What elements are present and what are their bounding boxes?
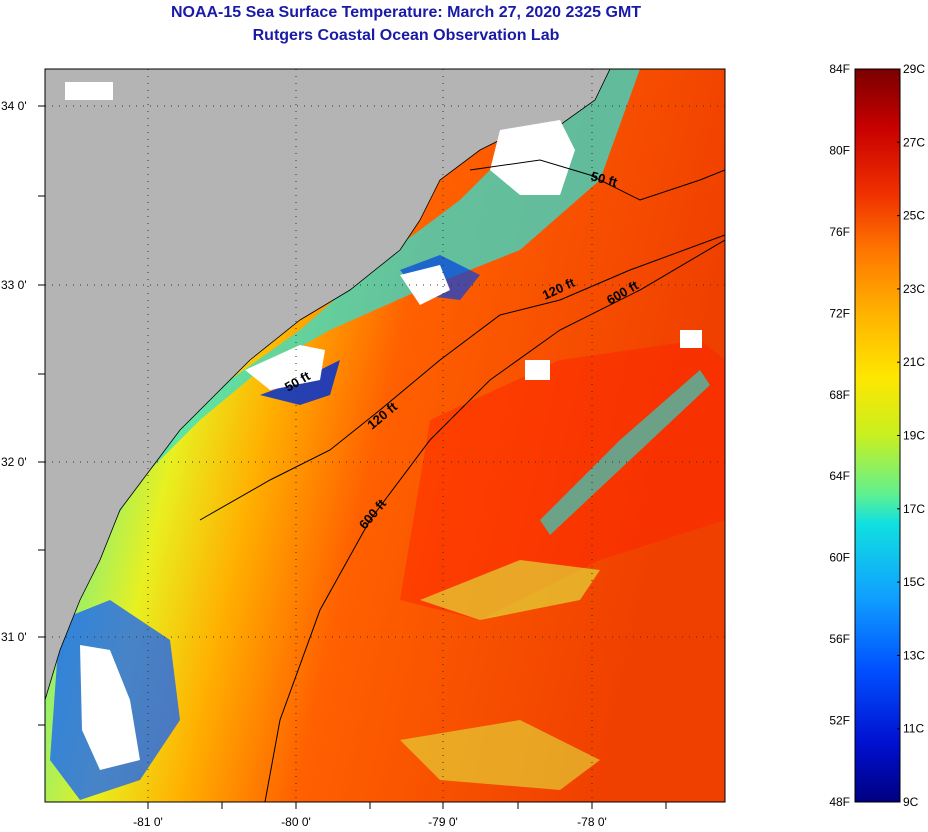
colorbar-f-label: 84F	[829, 62, 850, 76]
lat-label: 32 0'	[1, 455, 27, 469]
cool-filament	[540, 370, 710, 535]
map-frame	[44, 68, 726, 803]
colorbar-c-label: 29C	[903, 62, 925, 76]
cloud-mask	[400, 265, 450, 305]
colorbar-f-label: 72F	[829, 306, 850, 320]
lon-label: -80 0'	[281, 815, 311, 829]
colorbar-c-label: 21C	[903, 355, 925, 369]
cloud-mask	[80, 645, 140, 770]
colorbar-fahrenheit-labels: 84F 80F 76F 72F 68F 64F 60F 56F 52F 48F	[829, 62, 850, 809]
colorbar-c-label: 25C	[903, 209, 925, 223]
colorbar-c-label: 27C	[903, 135, 925, 149]
cool-filament	[400, 720, 600, 790]
cloud-mask	[245, 345, 325, 390]
colorbar-f-label: 76F	[829, 225, 850, 239]
colorbar	[854, 68, 901, 803]
colorbar-f-label: 48F	[829, 795, 850, 809]
colorbar-c-label: 11C	[903, 722, 924, 736]
colorbar-f-label: 68F	[829, 388, 850, 402]
colorbar-celsius-labels: 29C 27C 25C 23C 21C 19C 17C 15C 13C 11C 9C	[903, 62, 925, 809]
lat-label: 31 0'	[1, 630, 27, 644]
lat-label: 33 0'	[1, 278, 27, 292]
colorbar-c-label: 23C	[903, 282, 925, 296]
map-plot-area	[45, 69, 725, 802]
colorbar-f-label: 64F	[829, 469, 850, 483]
colorbar-c-label: 17C	[903, 502, 925, 516]
colorbar-c-label: 15C	[903, 575, 925, 589]
contour-label: 50 ft	[589, 168, 619, 190]
warm-water-region	[400, 340, 725, 620]
colorbar-c-label: 9C	[903, 795, 919, 809]
cloud-mask	[65, 82, 113, 100]
colorbar-f-label: 52F	[829, 714, 850, 728]
colorbar-c-label: 19C	[903, 429, 925, 443]
cloud-mask	[490, 120, 575, 195]
lat-label: 34 0'	[1, 99, 27, 113]
map-subtitle: Rutgers Coastal Ocean Observation Lab	[252, 27, 560, 44]
axis-ticks	[38, 105, 667, 809]
colorbar-f-label: 80F	[829, 143, 850, 157]
isobath-600ft	[264, 239, 725, 802]
cool-filament	[420, 560, 600, 620]
colorbar-ticks	[897, 68, 900, 803]
isobath-120ft	[199, 234, 725, 521]
cloud-mask	[525, 360, 550, 380]
lon-label: -81 0'	[133, 815, 163, 829]
coastal-cool-band	[45, 69, 640, 600]
cloud-mask	[680, 330, 702, 348]
isobath-50ft	[469, 159, 725, 201]
lon-label: -78 0'	[577, 815, 607, 829]
colorbar-c-label: 13C	[903, 648, 925, 662]
colorbar-f-label: 60F	[829, 551, 850, 565]
map-title: NOAA-15 Sea Surface Temperature: March 2…	[170, 4, 642, 21]
colorbar-f-label: 56F	[829, 632, 850, 646]
lon-label: -79 0'	[428, 815, 458, 829]
